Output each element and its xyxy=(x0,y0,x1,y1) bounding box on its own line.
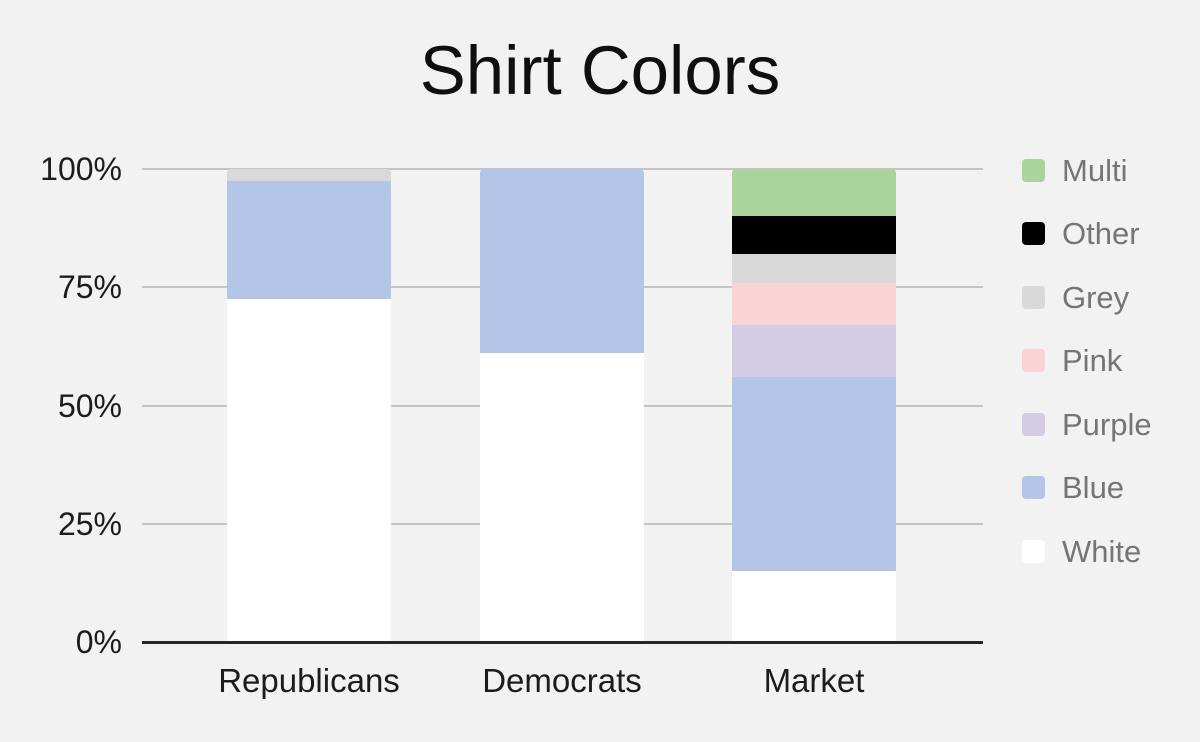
legend-label-multi: Multi xyxy=(1062,152,1128,188)
bar-democrats xyxy=(480,169,644,642)
chart-title: Shirt Colors xyxy=(419,32,781,109)
bar-segment-democrats-blue xyxy=(480,169,644,354)
bar-segment-market-grey xyxy=(732,254,896,283)
bar-segment-market-white xyxy=(732,571,896,642)
legend-item-blue: Blue xyxy=(1022,470,1124,506)
legend-item-multi: Multi xyxy=(1022,152,1127,188)
x-tick-label-market: Market xyxy=(763,662,865,699)
bar-republicans xyxy=(227,169,391,642)
legend-swatch-multi xyxy=(1022,158,1045,182)
legend-swatch-other xyxy=(1022,222,1045,245)
y-tick-label-25%: 25% xyxy=(57,505,122,542)
legend-label-other: Other xyxy=(1062,216,1140,251)
bar-segment-democrats-white xyxy=(480,353,644,642)
bar-segment-republicans-white xyxy=(227,299,391,642)
legend-item-white: White xyxy=(1022,533,1141,569)
x-tick-label-republicans: Republicans xyxy=(218,662,400,699)
legend-swatch-white xyxy=(1022,539,1045,563)
legend-label-white: White xyxy=(1062,533,1142,569)
x-tick-label-democrats: Democrats xyxy=(482,662,642,699)
y-tick-label-100%: 100% xyxy=(40,151,122,187)
legend-item-other: Other xyxy=(1022,216,1140,252)
legend-label-grey: Grey xyxy=(1062,279,1130,315)
bar-segment-market-blue xyxy=(732,377,896,572)
legend-item-grey: Grey xyxy=(1022,279,1129,315)
legend-swatch-pink xyxy=(1022,349,1045,372)
bar-segment-market-multi xyxy=(732,169,896,217)
plot-area xyxy=(142,168,983,644)
bar-segment-republicans-grey xyxy=(227,169,391,181)
bar-segment-market-purple xyxy=(732,325,896,378)
bar-segment-market-pink xyxy=(732,282,896,326)
bar-market xyxy=(732,169,896,642)
legend-swatch-grey xyxy=(1022,285,1045,309)
legend-label-blue: Blue xyxy=(1062,470,1125,505)
y-tick-label-50%: 50% xyxy=(57,387,122,424)
legend-swatch-blue xyxy=(1022,476,1045,499)
x-axis-line xyxy=(142,641,983,644)
bar-segment-market-other xyxy=(732,216,896,255)
legend-item-pink: Pink xyxy=(1022,343,1122,379)
y-tick-label-0%: 0% xyxy=(75,624,122,660)
legend-label-pink: Pink xyxy=(1062,343,1123,378)
bar-segment-republicans-blue xyxy=(227,180,391,300)
legend-swatch-purple xyxy=(1022,412,1045,436)
y-tick-label-75%: 75% xyxy=(57,269,122,306)
legend-item-purple: Purple xyxy=(1022,406,1152,442)
legend-label-purple: Purple xyxy=(1062,406,1152,442)
